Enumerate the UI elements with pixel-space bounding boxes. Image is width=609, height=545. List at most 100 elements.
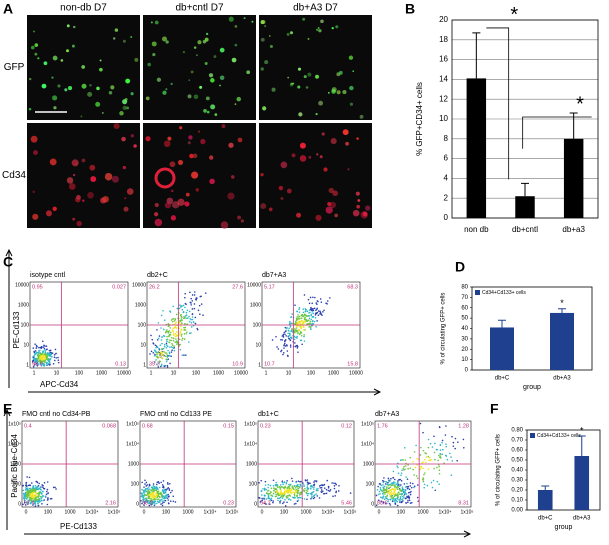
event-dot [189, 301, 192, 304]
cell [268, 207, 273, 212]
event-dot [300, 491, 302, 493]
event-dot [34, 505, 37, 507]
event-dot [312, 296, 314, 299]
event-dot [174, 341, 176, 343]
cell [349, 85, 354, 91]
event-dot [304, 307, 307, 310]
event-dot [148, 504, 151, 507]
event-dot [141, 492, 143, 495]
event-dot [434, 489, 437, 492]
event-dot [326, 479, 329, 482]
event-dot [171, 349, 173, 352]
event-dot [296, 316, 298, 318]
event-dot [162, 328, 165, 331]
event-dot [156, 481, 159, 484]
cell [81, 158, 86, 163]
event-dot [158, 335, 161, 337]
event-dot [158, 352, 160, 355]
cell [57, 84, 61, 88]
event-dot [161, 354, 163, 357]
event-dot [46, 488, 49, 491]
event-dot [196, 327, 198, 330]
event-dot [297, 314, 299, 316]
event-dot [167, 483, 169, 485]
event-dot [185, 332, 188, 335]
event-dot [293, 493, 296, 495]
event-dot [392, 488, 395, 491]
event-dot [327, 485, 330, 488]
event-dot [401, 469, 403, 471]
event-dot [280, 495, 283, 497]
cell [31, 45, 35, 50]
event-dot [296, 318, 299, 321]
event-dot [333, 482, 335, 484]
y-tick-label: 0.60 [511, 448, 523, 454]
event-dot [331, 482, 333, 484]
cell [214, 113, 218, 117]
event-dot [282, 334, 284, 337]
event-dot [294, 486, 297, 489]
event-dot [169, 331, 172, 334]
event-dot [193, 294, 196, 296]
cell [261, 20, 266, 25]
event-dot [265, 488, 267, 491]
event-dot [151, 493, 154, 496]
event-dot [147, 486, 150, 488]
cell [356, 204, 360, 209]
event-dot [279, 502, 281, 504]
event-dot [338, 485, 340, 487]
event-dot [199, 295, 202, 298]
event-dot [296, 325, 299, 328]
event-dot [310, 323, 313, 325]
event-dot [175, 335, 178, 338]
event-dot [281, 497, 284, 499]
event-dot [156, 500, 159, 503]
cell [130, 92, 134, 96]
event-dot [314, 317, 317, 319]
event-dot [401, 487, 404, 490]
quadrant-percent: 0.027 [112, 284, 126, 290]
cell [72, 217, 76, 221]
cell [204, 62, 208, 66]
event-dot [188, 315, 190, 318]
event-dot [179, 334, 181, 336]
event-dot [439, 449, 442, 451]
event-dot [166, 355, 168, 357]
event-dot [270, 491, 272, 494]
event-dot [183, 323, 186, 325]
event-dot [412, 461, 414, 463]
y-axis-label: Pacific Blue-Cd34 [10, 434, 19, 498]
event-dot [437, 459, 439, 462]
event-dot [169, 500, 172, 502]
event-dot [202, 314, 204, 316]
event-dot [276, 490, 279, 492]
event-dot [169, 346, 171, 349]
event-dot [155, 359, 157, 361]
event-dot [157, 366, 160, 368]
event-dot [283, 487, 285, 489]
event-dot [400, 479, 403, 482]
event-dot [144, 494, 146, 496]
event-dot [292, 496, 294, 499]
cell [332, 190, 338, 197]
event-dot [191, 313, 194, 316]
event-dot [389, 491, 391, 494]
x-tick-label: 1x10⁵ [108, 509, 121, 515]
cell [307, 38, 310, 40]
event-dot [152, 497, 155, 499]
cell [234, 43, 238, 47]
x-tick-label: non db [464, 225, 489, 234]
x-tick-label: 100 [44, 509, 53, 515]
event-dot [299, 485, 302, 487]
event-dot [38, 482, 40, 485]
event-dot [160, 339, 163, 341]
event-dot [375, 504, 378, 506]
event-dot [265, 498, 268, 500]
event-dot [325, 302, 327, 305]
event-dot [277, 491, 280, 494]
event-dot [422, 449, 425, 452]
cell [342, 90, 347, 95]
event-dot [183, 316, 185, 318]
event-dot [428, 459, 430, 462]
event-dot [316, 495, 319, 497]
